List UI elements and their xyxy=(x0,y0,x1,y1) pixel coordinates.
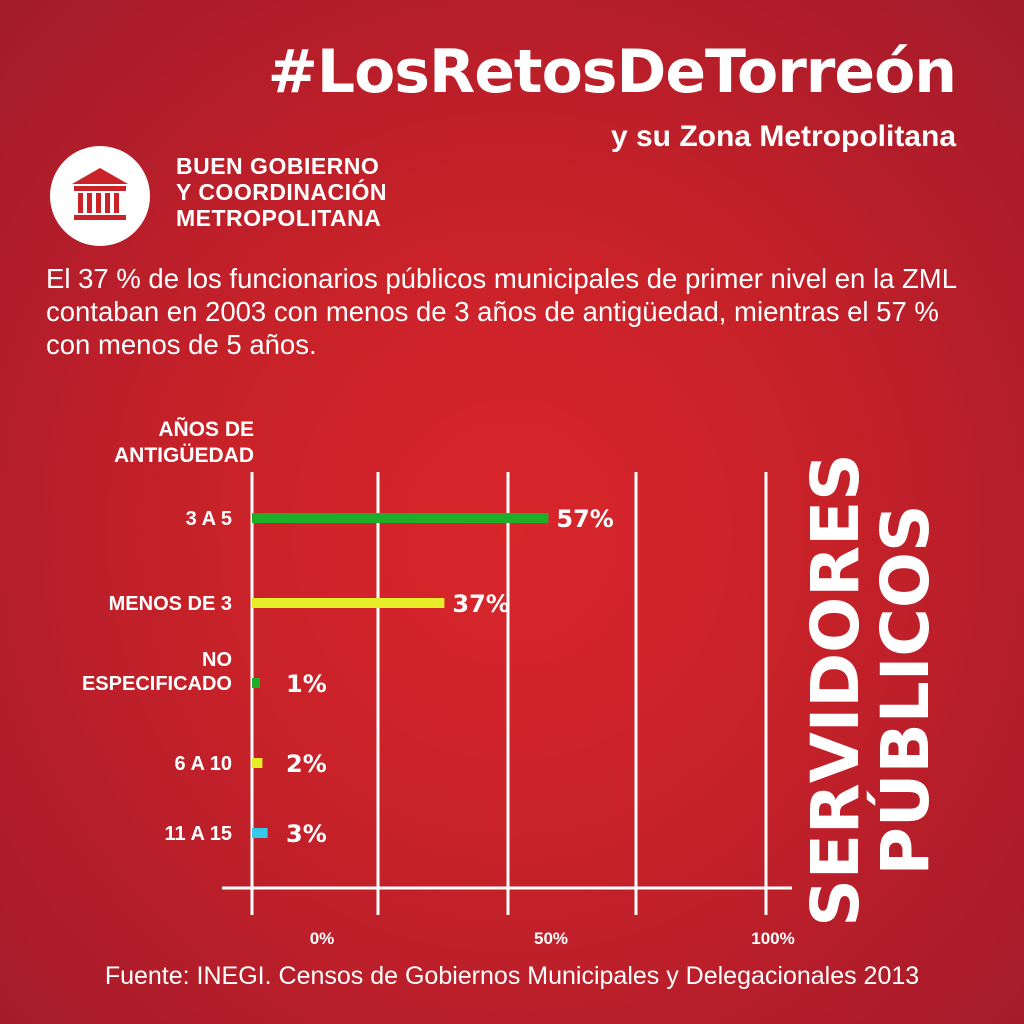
bar-chart: AÑOS DE ANTIGÜEDAD 0% 50% 100% 3 A 5 57% MENOS … xyxy=(82,418,944,948)
x-tick-label: 0% xyxy=(310,929,335,948)
hashtag-title: #LosRetosDeTorreón xyxy=(267,37,957,107)
bar xyxy=(252,678,260,688)
section-title-line2: Y COORDINACIÓN xyxy=(176,179,388,205)
section-title-line3: METROPOLITANA xyxy=(176,205,382,231)
value-label: 37% xyxy=(452,590,509,618)
bar xyxy=(252,598,445,608)
category-label: 3 A 5 xyxy=(186,508,232,530)
section-title: BUEN GOBIERNO Y COORDINACIÓN METROPOLITA… xyxy=(176,153,387,231)
source-note: Fuente: INEGI. Censos de Gobiernos Munic… xyxy=(104,962,920,990)
bar xyxy=(252,758,263,768)
section-title-line1: BUEN GOBIERNO xyxy=(176,153,380,179)
value-label: 3% xyxy=(286,820,327,848)
category-label: MENOS DE 3 xyxy=(109,593,232,615)
bar xyxy=(252,513,549,523)
government-building-icon xyxy=(50,146,150,246)
intro-paragraph: El 37 % de los funcionarios públicos mun… xyxy=(46,263,956,360)
x-tick-label: 100% xyxy=(751,929,794,948)
category-label: 6 A 10 xyxy=(175,753,232,775)
category-label: NO xyxy=(202,649,232,671)
chart-title-line: SERVIDORES xyxy=(797,453,874,926)
category-label: 11 A 15 xyxy=(165,823,232,845)
value-label: 1% xyxy=(286,670,327,698)
y-axis-label-line: AÑOS DE xyxy=(158,418,254,441)
chart-title-line: PÚBLICOS xyxy=(867,505,944,876)
y-axis-label-line: ANTIGÜEDAD xyxy=(114,444,254,467)
value-label: 57% xyxy=(556,505,613,533)
category-label: ESPECIFICADO xyxy=(82,673,232,695)
value-label: 2% xyxy=(286,750,327,778)
x-tick-label: 50% xyxy=(534,929,568,948)
subtitle: y su Zona Metropolitana xyxy=(610,120,956,153)
bar xyxy=(252,828,268,838)
